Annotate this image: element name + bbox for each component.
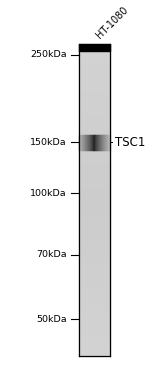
Text: 250kDa: 250kDa (30, 50, 67, 59)
Text: 100kDa: 100kDa (30, 189, 67, 198)
Text: 150kDa: 150kDa (30, 138, 67, 147)
Text: TSC1: TSC1 (115, 136, 146, 149)
Text: 50kDa: 50kDa (36, 315, 67, 324)
Text: HT-1080: HT-1080 (94, 5, 130, 41)
Text: 70kDa: 70kDa (36, 250, 67, 259)
